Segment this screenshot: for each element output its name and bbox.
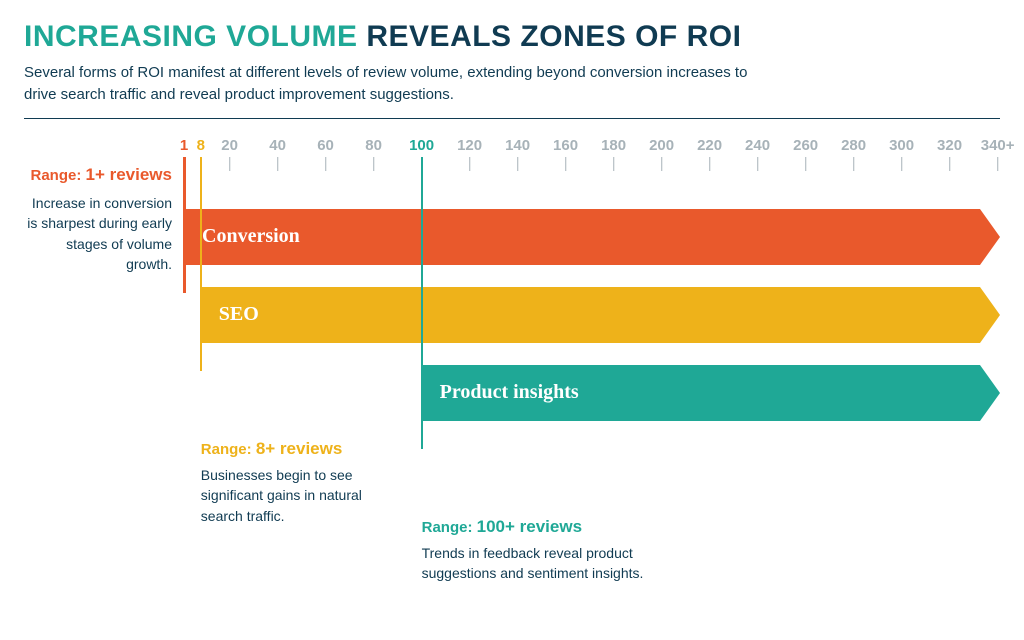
page-title: INCREASING VOLUME REVEALS ZONES OF ROI bbox=[24, 20, 1000, 54]
arrow-right-icon bbox=[980, 209, 1000, 265]
x-axis: 1820406080100120140160180200220240260280… bbox=[184, 137, 1000, 177]
axis-tick bbox=[661, 157, 663, 171]
roi-bar-seo: SEO bbox=[201, 287, 1000, 343]
caption-range: Range: 8+ reviews bbox=[201, 437, 401, 462]
axis-tick bbox=[949, 157, 951, 171]
axis-tick bbox=[277, 157, 279, 171]
roi-bar-label: Product insights bbox=[422, 365, 980, 421]
axis-tick-label: 1 bbox=[180, 137, 188, 154]
axis-tick-label: 320 bbox=[937, 137, 962, 154]
axis-tick bbox=[373, 157, 375, 171]
roi-bar-conversion: Conversion bbox=[184, 209, 1000, 265]
axis-tick-label: 20 bbox=[221, 137, 238, 154]
divider bbox=[24, 118, 1000, 119]
roi-bar-insights: Product insights bbox=[422, 365, 1000, 421]
caption-range-label: Range: bbox=[30, 167, 81, 184]
title-part-a: INCREASING VOLUME bbox=[24, 20, 358, 53]
title-part-b: REVEALS ZONES OF ROI bbox=[366, 20, 741, 53]
axis-tick bbox=[565, 157, 567, 171]
axis-tick-label: 40 bbox=[269, 137, 286, 154]
caption-seo: Range: 8+ reviews Businesses begin to see… bbox=[201, 437, 401, 527]
axis-tick bbox=[469, 157, 471, 171]
axis-tick-label: 100 bbox=[409, 137, 434, 154]
caption-range-value: 1+ reviews bbox=[86, 165, 173, 184]
caption-desc: Increase in conversion is sharpest durin… bbox=[24, 193, 172, 274]
caption-conversion: Range: 1+ reviews Increase in conversion… bbox=[24, 163, 172, 275]
axis-tick bbox=[901, 157, 903, 171]
axis-tick-label: 220 bbox=[697, 137, 722, 154]
axis-tick-label: 160 bbox=[553, 137, 578, 154]
axis-tick bbox=[517, 157, 519, 171]
axis-tick-label: 60 bbox=[317, 137, 334, 154]
arrow-right-icon bbox=[980, 287, 1000, 343]
axis-tick-label: 8 bbox=[197, 137, 205, 154]
caption-desc: Businesses begin to see significant gain… bbox=[201, 465, 401, 526]
subtitle: Several forms of ROI manifest at differe… bbox=[24, 62, 784, 106]
axis-tick-label: 280 bbox=[841, 137, 866, 154]
axis-tick-label: 180 bbox=[601, 137, 626, 154]
roi-bar-label: SEO bbox=[201, 287, 980, 343]
axis-tick-label: 80 bbox=[365, 137, 382, 154]
axis-tick-label: 120 bbox=[457, 137, 482, 154]
caption-insights: Range: 100+ reviews Trends in feedback re… bbox=[422, 515, 652, 584]
axis-tick bbox=[325, 157, 327, 171]
roi-bar-label: Conversion bbox=[184, 209, 980, 265]
axis-tick-label: 240 bbox=[745, 137, 770, 154]
roi-zones-chart: Range: 1+ reviews Increase in conversion… bbox=[24, 137, 1000, 607]
caption-desc: Trends in feedback reveal product sugges… bbox=[422, 543, 652, 584]
axis-tick bbox=[853, 157, 855, 171]
axis-tick bbox=[997, 157, 999, 171]
axis-tick bbox=[805, 157, 807, 171]
axis-tick-label: 340+ bbox=[981, 137, 1015, 154]
axis-tick bbox=[229, 157, 231, 171]
axis-tick-label: 300 bbox=[889, 137, 914, 154]
axis-tick bbox=[709, 157, 711, 171]
axis-tick-label: 140 bbox=[505, 137, 530, 154]
axis-tick bbox=[757, 157, 759, 171]
axis-tick-label: 260 bbox=[793, 137, 818, 154]
caption-range: Range: 100+ reviews bbox=[422, 515, 652, 540]
arrow-right-icon bbox=[980, 365, 1000, 421]
axis-tick-label: 200 bbox=[649, 137, 674, 154]
axis-tick bbox=[613, 157, 615, 171]
